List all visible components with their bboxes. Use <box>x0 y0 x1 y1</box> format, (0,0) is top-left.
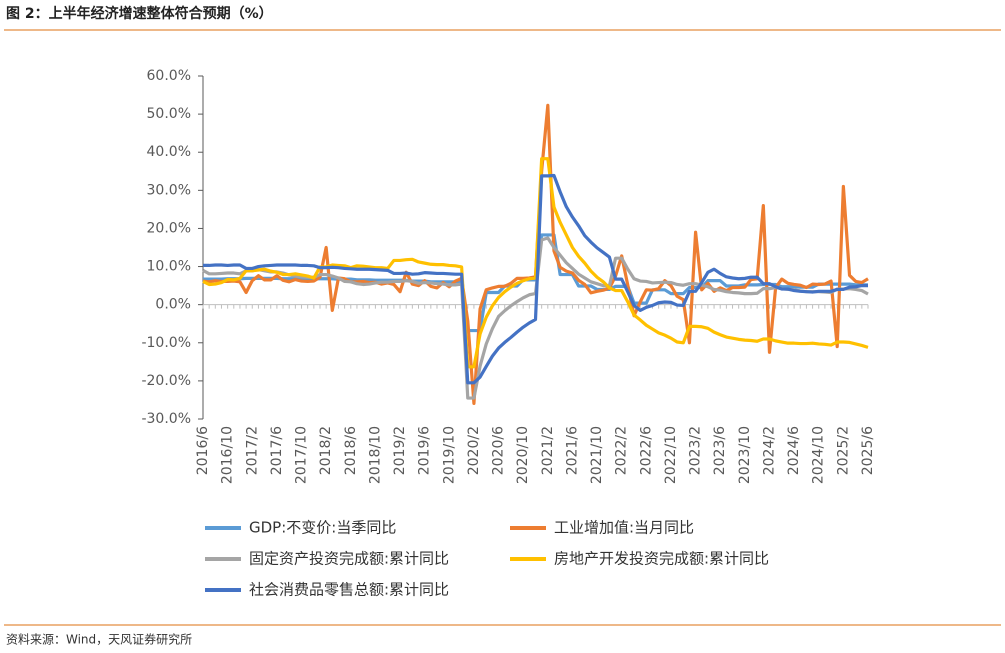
y-tick-label: 50.0% <box>147 106 191 122</box>
x-tick-label: 2023/10 <box>737 426 753 484</box>
y-tick-label: 30.0% <box>147 182 191 198</box>
legend-label: 固定资产投资完成额:累计同比 <box>249 550 449 568</box>
y-tick-label: 0.0% <box>155 297 191 313</box>
x-tick-label: 2018/6 <box>343 426 359 475</box>
legend-label: 社会消费品零售总额:累计同比 <box>249 581 449 599</box>
x-tick-label: 2022/6 <box>638 426 654 475</box>
x-tick-label: 2025/2 <box>835 426 851 475</box>
x-tick-label: 2024/10 <box>811 426 827 484</box>
x-tick-label: 2017/10 <box>294 426 310 484</box>
x-tick-label: 2018/10 <box>367 426 383 484</box>
x-tick-label: 2020/6 <box>491 426 507 475</box>
x-tick-label: 2021/2 <box>540 426 556 475</box>
series-line <box>202 157 869 369</box>
x-tick-label: 2019/6 <box>417 426 433 475</box>
x-tick-label: 2017/2 <box>244 426 260 475</box>
x-tick-label: 2021/6 <box>564 426 580 475</box>
x-tick-label: 2021/10 <box>589 426 605 484</box>
x-tick-label: 2019/2 <box>392 426 408 475</box>
x-tick-label: 2016/6 <box>195 426 211 475</box>
legend-label: GDP:不变价:当季同比 <box>249 519 396 537</box>
legend-label: 房地产开发投资完成额:累计同比 <box>554 550 769 568</box>
x-tick-label: 2025/6 <box>860 426 876 475</box>
y-tick-label: -10.0% <box>141 335 191 351</box>
x-tick-label: 2016/10 <box>220 426 236 484</box>
y-tick-label: 40.0% <box>147 144 191 160</box>
y-tick-label: -20.0% <box>141 373 191 389</box>
x-tick-label: 2023/2 <box>688 426 704 475</box>
x-tick-label: 2024/2 <box>761 426 777 475</box>
x-tick-label: 2020/2 <box>466 426 482 475</box>
x-tick-label: 2023/6 <box>712 426 728 475</box>
chart-title: 图 2：上半年经济增速整体符合预期（%） <box>6 5 273 22</box>
x-tick-label: 2017/6 <box>269 426 285 475</box>
y-tick-label: -30.0% <box>141 411 191 427</box>
y-tick-label: 60.0% <box>147 68 191 84</box>
y-tick-label: 10.0% <box>147 259 191 275</box>
y-tick-label: 20.0% <box>147 220 191 236</box>
x-tick-label: 2019/10 <box>441 426 457 484</box>
x-tick-label: 2024/6 <box>786 426 802 475</box>
x-tick-label: 2020/10 <box>515 426 531 484</box>
source: 资料来源：Wind，天风证券研究所 <box>6 632 192 647</box>
x-tick-label: 2018/2 <box>318 426 334 475</box>
x-tick-label: 2022/10 <box>663 426 679 484</box>
series-line <box>203 173 868 385</box>
legend-label: 工业增加值:当月同比 <box>554 519 694 537</box>
x-tick-label: 2022/2 <box>614 426 630 475</box>
